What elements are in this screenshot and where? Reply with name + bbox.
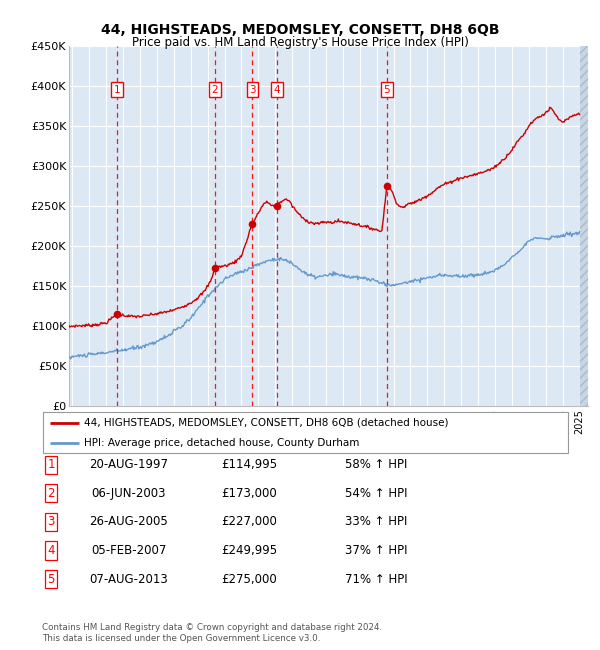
Text: 33% ↑ HPI: 33% ↑ HPI: [345, 515, 407, 528]
Text: 58% ↑ HPI: 58% ↑ HPI: [345, 458, 407, 471]
Text: 05-FEB-2007: 05-FEB-2007: [91, 544, 167, 557]
Text: This data is licensed under the Open Government Licence v3.0.: This data is licensed under the Open Gov…: [42, 634, 320, 643]
Text: £114,995: £114,995: [221, 458, 277, 471]
Text: 44, HIGHSTEADS, MEDOMSLEY, CONSETT, DH8 6QB (detached house): 44, HIGHSTEADS, MEDOMSLEY, CONSETT, DH8 …: [84, 418, 449, 428]
Text: HPI: Average price, detached house, County Durham: HPI: Average price, detached house, Coun…: [84, 438, 359, 448]
Text: 3: 3: [47, 515, 55, 528]
Text: £249,995: £249,995: [221, 544, 277, 557]
Text: 71% ↑ HPI: 71% ↑ HPI: [345, 573, 407, 586]
Text: 2: 2: [212, 84, 218, 95]
Text: 07-AUG-2013: 07-AUG-2013: [89, 573, 169, 586]
Text: 1: 1: [47, 458, 55, 471]
Text: 37% ↑ HPI: 37% ↑ HPI: [345, 544, 407, 557]
Polygon shape: [580, 46, 588, 406]
Text: £227,000: £227,000: [221, 515, 277, 528]
Text: 20-AUG-1997: 20-AUG-1997: [89, 458, 169, 471]
Text: 06-JUN-2003: 06-JUN-2003: [92, 487, 166, 500]
Text: 4: 4: [47, 544, 55, 557]
Text: 5: 5: [47, 573, 55, 586]
Text: 44, HIGHSTEADS, MEDOMSLEY, CONSETT, DH8 6QB: 44, HIGHSTEADS, MEDOMSLEY, CONSETT, DH8 …: [101, 23, 499, 37]
Text: 4: 4: [274, 84, 280, 95]
Text: 2: 2: [47, 487, 55, 500]
Text: 5: 5: [383, 84, 390, 95]
Text: 3: 3: [249, 84, 256, 95]
Text: £173,000: £173,000: [221, 487, 277, 500]
FancyBboxPatch shape: [43, 412, 568, 453]
Text: 54% ↑ HPI: 54% ↑ HPI: [345, 487, 407, 500]
Text: 26-AUG-2005: 26-AUG-2005: [89, 515, 169, 528]
Text: 1: 1: [113, 84, 121, 95]
Text: Price paid vs. HM Land Registry's House Price Index (HPI): Price paid vs. HM Land Registry's House …: [131, 36, 469, 49]
Text: £275,000: £275,000: [221, 573, 277, 586]
Text: Contains HM Land Registry data © Crown copyright and database right 2024.: Contains HM Land Registry data © Crown c…: [42, 623, 382, 632]
